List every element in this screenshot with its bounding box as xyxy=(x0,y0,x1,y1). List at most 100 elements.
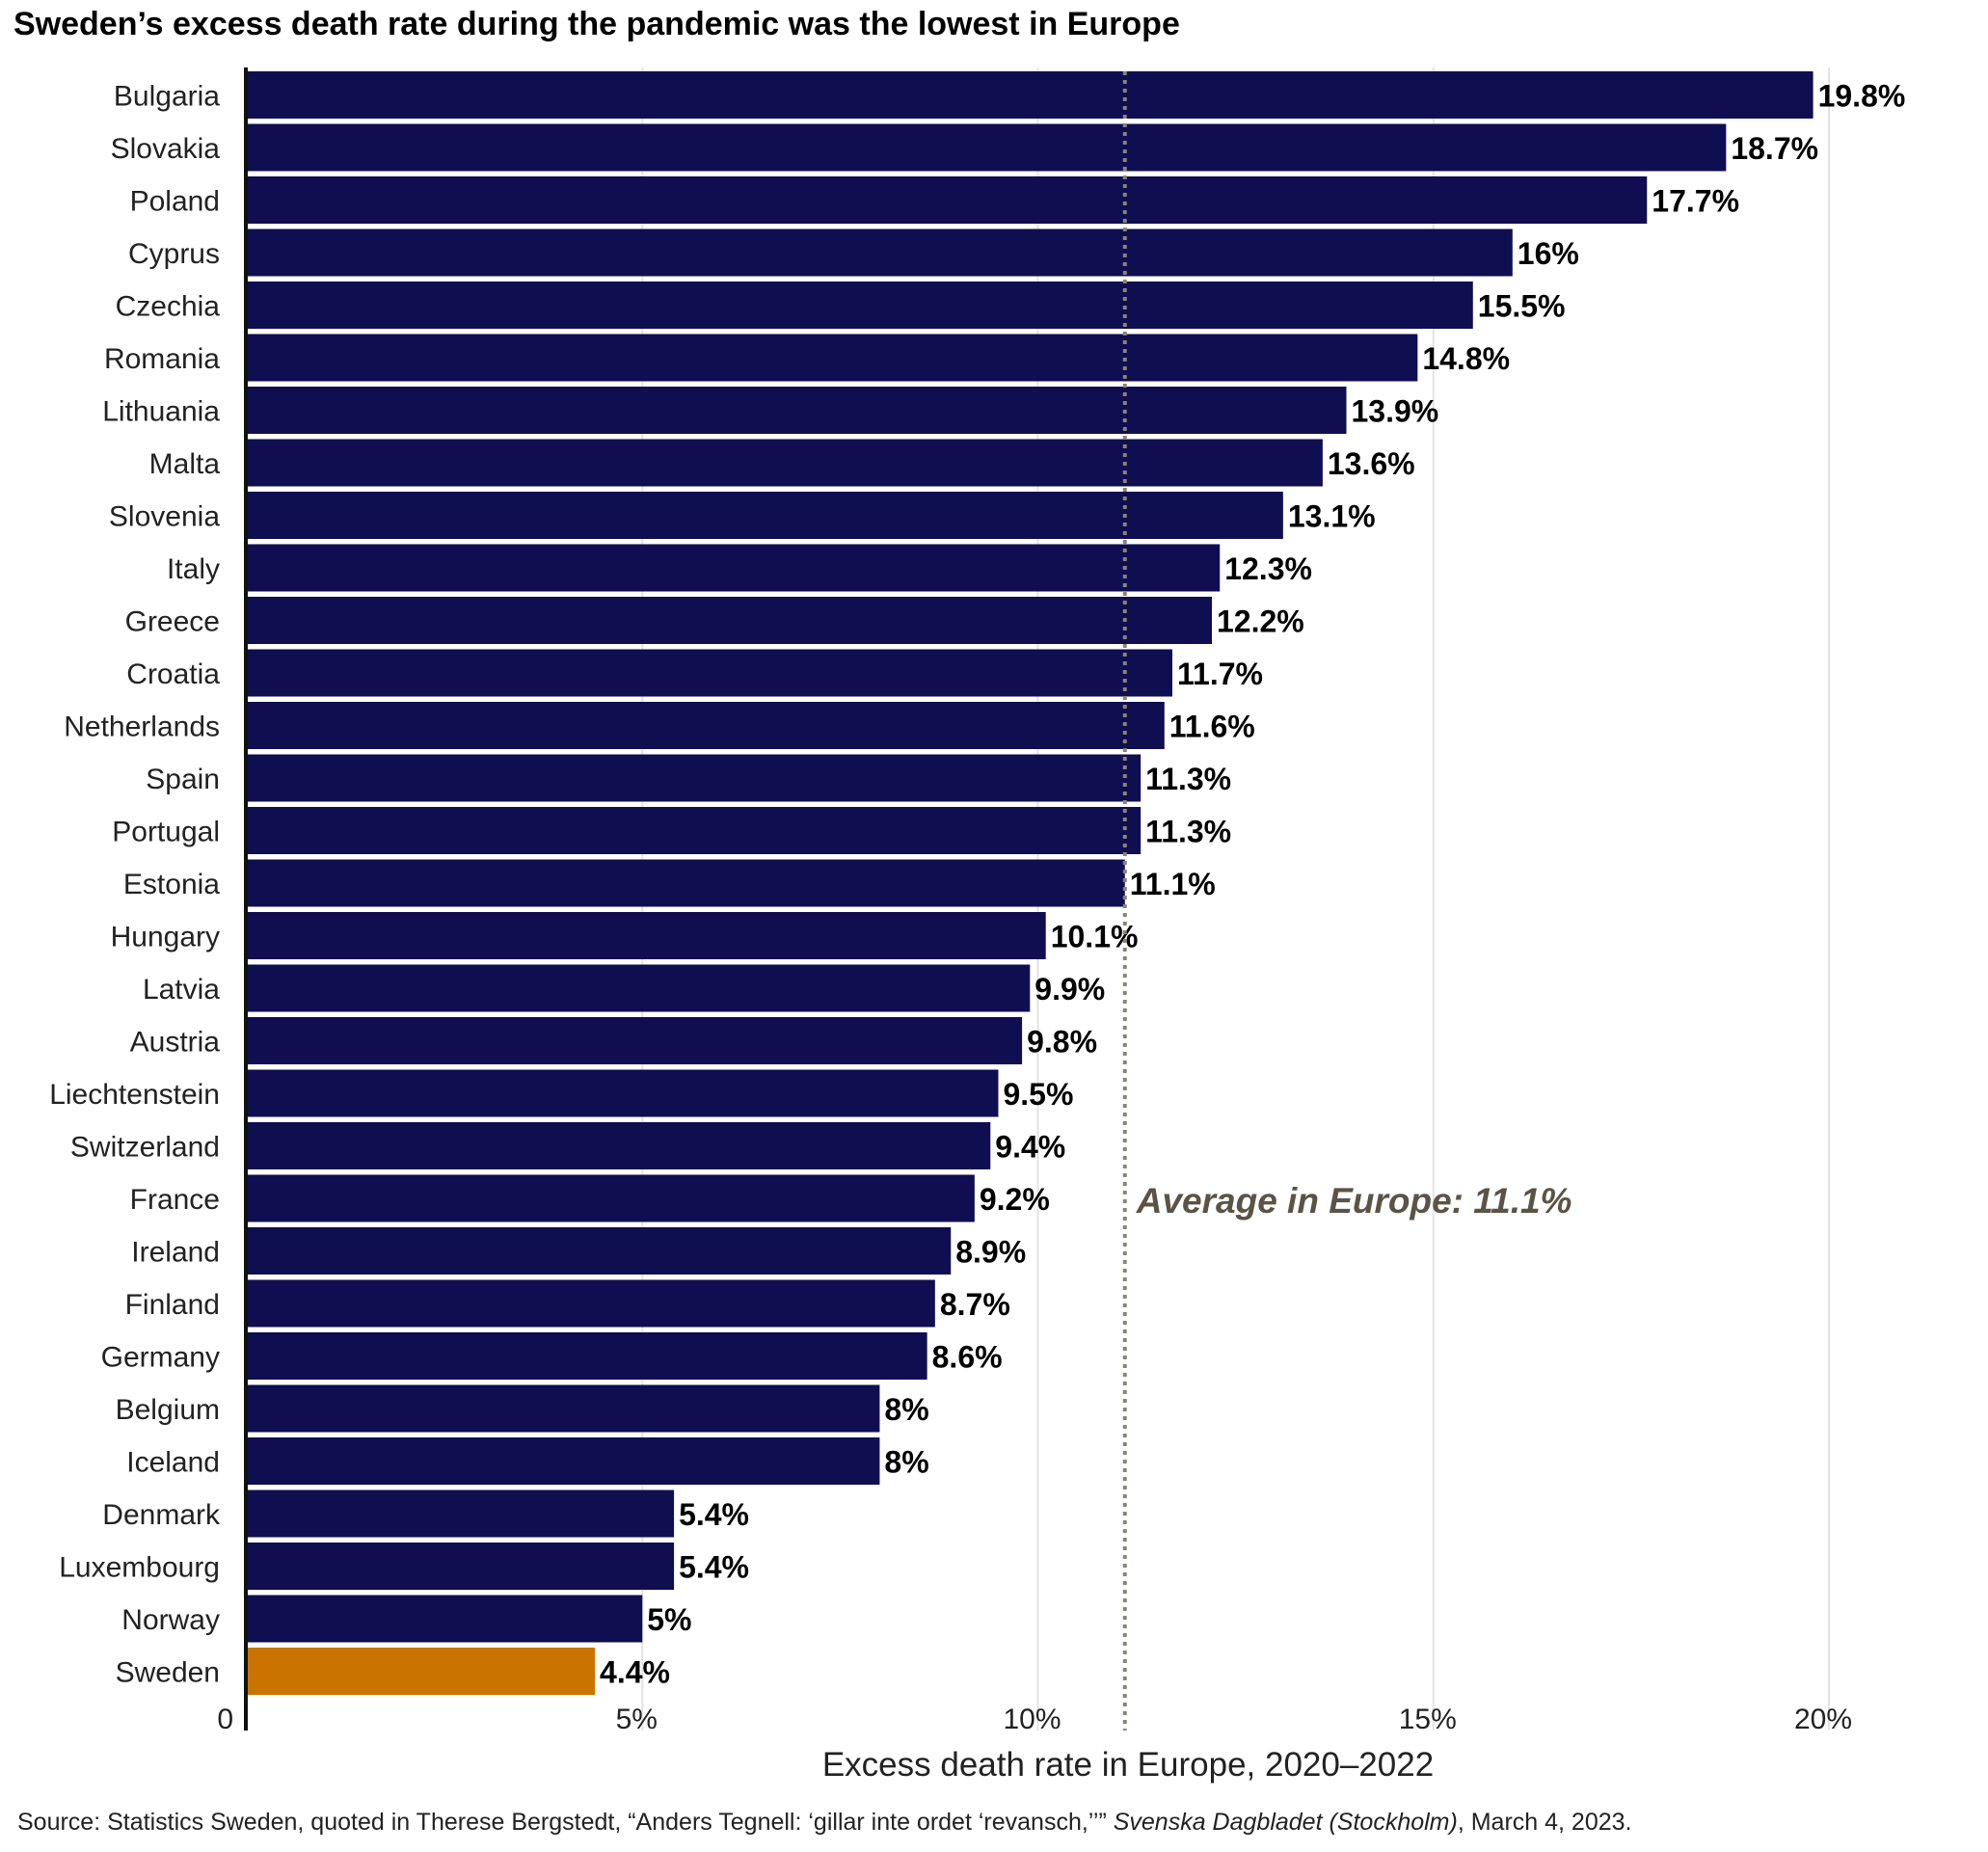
bar xyxy=(247,1122,991,1169)
bar xyxy=(247,807,1142,854)
category-label: Croatia xyxy=(126,658,220,690)
category-label: Slovenia xyxy=(109,501,220,533)
category-label: Spain xyxy=(146,764,220,795)
bar xyxy=(247,1543,675,1590)
value-label: 11.3% xyxy=(1145,762,1231,796)
bar xyxy=(247,334,1418,382)
value-label: 9.4% xyxy=(995,1130,1065,1165)
value-labels: 19.8%18.7% 17.7% 16% 15.5% 14.8% 13.9% 13.6% 13… xyxy=(600,79,1905,1690)
category-label: Netherlands xyxy=(64,711,220,743)
category-label: Luxembourg xyxy=(59,1552,220,1584)
value-label: 8% xyxy=(884,1445,928,1480)
bar xyxy=(247,1490,675,1538)
category-label: Romania xyxy=(104,343,220,375)
value-label: 5% xyxy=(647,1602,691,1637)
chart-title: Sweden’s excess death rate during the pa… xyxy=(13,6,1180,42)
value-label: 9.2% xyxy=(980,1182,1050,1217)
value-label: 13.9% xyxy=(1351,394,1438,429)
value-label: 16% xyxy=(1518,236,1579,271)
value-label: 9.9% xyxy=(1034,972,1105,1007)
bar xyxy=(247,1437,880,1485)
category-label: Malta xyxy=(149,448,221,480)
value-label: 11.1% xyxy=(1130,867,1216,901)
category-label: France xyxy=(130,1184,220,1216)
value-label: 8% xyxy=(884,1392,928,1427)
bar xyxy=(247,964,1031,1012)
bars xyxy=(247,71,1813,1695)
bar xyxy=(247,492,1283,539)
bar xyxy=(247,702,1165,749)
source-prefix: Source: Statistics Sweden, quoted in The… xyxy=(17,1809,1114,1836)
x-axis-label: Excess death rate in Europe, 2020–2022 xyxy=(822,1746,1434,1784)
bar xyxy=(247,439,1323,487)
bar xyxy=(247,1384,880,1433)
value-label: 14.8% xyxy=(1422,341,1510,376)
bar xyxy=(247,123,1727,172)
bar xyxy=(247,1279,935,1328)
bar xyxy=(247,176,1648,224)
category-label: Switzerland xyxy=(70,1132,220,1164)
value-label: 9.5% xyxy=(1003,1077,1073,1112)
value-label: 12.2% xyxy=(1217,604,1304,639)
value-label: 9.8% xyxy=(1027,1025,1097,1060)
bar xyxy=(247,859,1125,907)
bar xyxy=(247,754,1142,802)
category-label: Austria xyxy=(130,1027,221,1059)
value-label: 19.8% xyxy=(1818,79,1906,114)
value-label: 11.7% xyxy=(1177,657,1263,691)
value-label: 17.7% xyxy=(1652,184,1739,219)
x-tick-label: 0 xyxy=(217,1704,233,1735)
value-label: 11.3% xyxy=(1145,815,1231,849)
bar xyxy=(247,1174,975,1222)
source-publication: Svenska Dagbladet (Stockholm) xyxy=(1113,1809,1458,1836)
category-label: Iceland xyxy=(126,1447,220,1479)
value-label: 4.4% xyxy=(600,1655,670,1690)
value-label: 8.7% xyxy=(940,1287,1010,1322)
x-tick-label: 15% xyxy=(1399,1704,1457,1735)
category-label: Estonia xyxy=(123,869,220,900)
value-label: 12.3% xyxy=(1224,551,1312,586)
category-label: Latvia xyxy=(143,974,220,1006)
value-label: 18.7% xyxy=(1731,131,1818,166)
category-label: Poland xyxy=(130,186,220,218)
bar xyxy=(247,597,1213,644)
category-label: Denmark xyxy=(102,1499,221,1531)
value-label: 8.6% xyxy=(932,1340,1003,1375)
category-label: Lithuania xyxy=(102,396,220,428)
bar xyxy=(247,282,1473,329)
bar xyxy=(247,1648,596,1695)
value-label: 5.4% xyxy=(679,1550,749,1585)
bar xyxy=(247,1017,1023,1064)
bar xyxy=(247,228,1513,277)
x-tick-label: 5% xyxy=(616,1704,658,1735)
category-label: Sweden xyxy=(116,1657,220,1689)
x-tick-label: 10% xyxy=(1003,1704,1061,1735)
bar xyxy=(247,1595,643,1643)
source-note: Source: Statistics Sweden, quoted in The… xyxy=(17,1809,1632,1837)
value-label: 15.5% xyxy=(1478,289,1566,324)
category-label: Italy xyxy=(167,553,220,585)
bar xyxy=(247,649,1172,697)
category-label: Cyprus xyxy=(128,238,220,270)
category-label: Norway xyxy=(121,1604,220,1636)
bar xyxy=(247,1227,952,1275)
category-label: Germany xyxy=(101,1342,220,1374)
category-label: Czechia xyxy=(116,291,221,323)
category-label: Greece xyxy=(125,606,220,638)
bar xyxy=(247,71,1813,119)
category-labels: Bulgaria Slovakia Poland Cyprus Czechia Roman… xyxy=(49,81,221,1689)
bar xyxy=(247,1332,927,1380)
category-label: Portugal xyxy=(112,817,220,848)
value-label: 13.1% xyxy=(1288,499,1376,534)
category-label: Bulgaria xyxy=(114,81,220,113)
x-axis: 0 5% 10% 15% 20% xyxy=(217,67,1852,1735)
bar-chart: Bulgaria Slovakia Poland Cyprus Czechia Roman… xyxy=(49,67,1905,1784)
category-label: Liechtenstein xyxy=(49,1079,220,1111)
category-label: Ireland xyxy=(131,1237,220,1269)
value-label: 8.9% xyxy=(955,1235,1026,1270)
category-label: Hungary xyxy=(111,922,220,953)
value-label: 11.6% xyxy=(1169,710,1255,744)
x-tick-label: 20% xyxy=(1794,1704,1852,1735)
source-suffix: , March 4, 2023. xyxy=(1457,1809,1632,1836)
reference-line-group: Average in Europe: 11.1% xyxy=(1122,71,1572,1731)
